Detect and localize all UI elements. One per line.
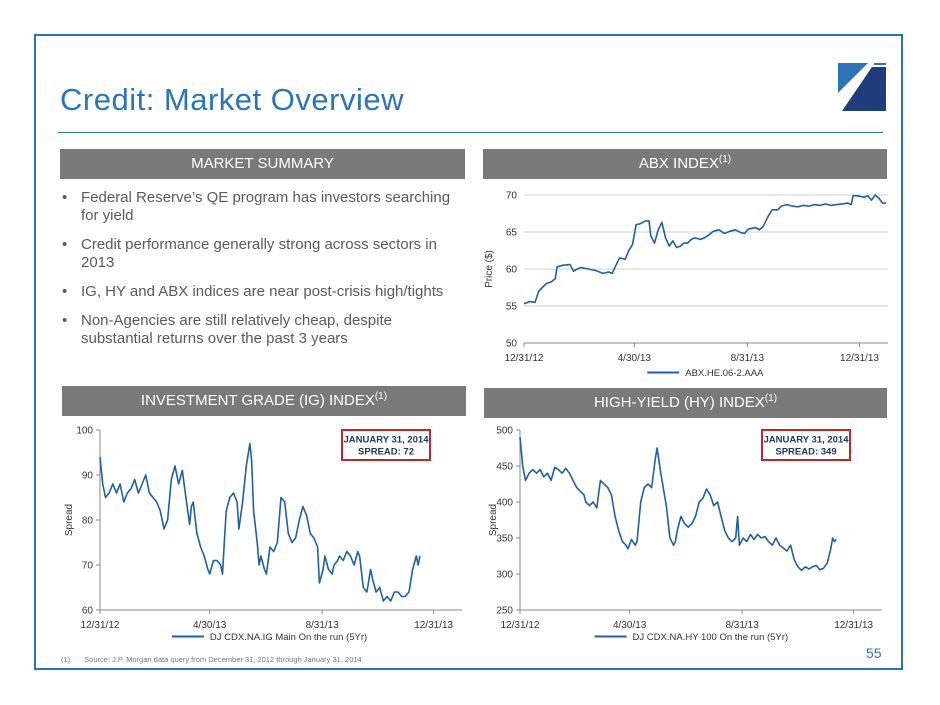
x-tick-label: 12/31/12	[505, 353, 544, 364]
x-tick-label: 12/31/12	[81, 620, 120, 631]
y-tick-label: 65	[506, 228, 518, 239]
bullet-dot-icon: •	[62, 312, 68, 329]
y-axis-label: Spread	[488, 504, 499, 536]
callout-spread: SPREAD: 72	[358, 447, 414, 458]
page-number: 55	[866, 645, 882, 661]
y-tick-label: 100	[76, 426, 93, 437]
y-tick-label: 50	[506, 339, 518, 350]
bullet-dot-icon: •	[62, 283, 68, 300]
footnote-text: Source: J.P. Morgan data query from Dece…	[84, 655, 362, 664]
footnote-marker: (1)	[61, 655, 71, 664]
y-tick-label: 90	[82, 471, 94, 482]
y-tick-label: 250	[496, 606, 513, 617]
x-tick-label: 8/31/13	[305, 620, 339, 631]
bullet-item: • Federal Reserve’s QE program has invest…	[62, 189, 467, 225]
bullet-dot-icon: •	[62, 236, 68, 253]
x-tick-label: 12/31/13	[840, 353, 879, 364]
x-tick-label: 4/30/13	[613, 620, 647, 631]
callout-box	[341, 429, 431, 461]
abx-header: ABX INDEX(1)	[483, 149, 887, 179]
y-tick-label: 70	[82, 561, 94, 572]
y-tick-label: 350	[496, 534, 513, 545]
hy-header: HIGH-YIELD (HY) INDEX(1)	[484, 388, 887, 418]
x-tick-label: 4/30/13	[193, 620, 227, 631]
bullet-dot-icon: •	[62, 189, 68, 206]
y-tick-label: 60	[82, 606, 94, 617]
bullet-text: Non-Agencies are still relatively cheap,…	[81, 312, 392, 347]
y-tick-label: 500	[496, 426, 513, 437]
x-tick-label: 4/30/13	[618, 353, 652, 364]
page-title: Credit: Market Overview	[60, 82, 404, 117]
x-tick-label: 12/31/12	[501, 620, 540, 631]
x-tick-label: 12/31/13	[414, 620, 453, 631]
y-tick-label: 55	[506, 302, 518, 313]
callout-date: JANUARY 31, 2014	[343, 435, 429, 446]
y-tick-label: 70	[506, 191, 518, 202]
y-tick-label: 300	[496, 570, 513, 581]
company-logo	[838, 63, 886, 111]
ig-header: INVESTMENT GRADE (IG) INDEX(1)	[62, 386, 466, 416]
market-summary-bullets: • Federal Reserve’s QE program has invest…	[62, 189, 467, 359]
callout-spread: SPREAD: 349	[775, 447, 836, 458]
x-tick-label: 8/31/13	[725, 620, 759, 631]
slide-frame	[34, 34, 903, 670]
legend-label: DJ CDX.NA.IG Main On the run (5Yr)	[210, 632, 367, 643]
y-tick-label: 450	[496, 462, 513, 473]
series-line	[523, 194, 887, 305]
title-rule	[58, 132, 883, 133]
bullet-text: Credit performance generally strong acro…	[81, 236, 437, 271]
x-tick-label: 8/31/13	[731, 353, 765, 364]
abx-header-footnote: (1)	[718, 154, 732, 165]
market-summary-header: MARKET SUMMARY	[60, 149, 465, 179]
bullet-text: Federal Reserve’s QE program has investo…	[81, 189, 451, 224]
bullet-item: • Non-Agencies are still relatively cheap…	[62, 312, 467, 348]
hy-chart: 250 300 350 400 450 500 12/31/12 4/30/13 8/31/13…	[488, 426, 882, 643]
bullet-item: • Credit performance generally strong acr…	[62, 236, 467, 272]
y-axis-label: Spread	[64, 504, 75, 536]
hy-header-label: HIGH-YIELD (HY) INDEX	[593, 394, 765, 411]
market-summary-label: MARKET SUMMARY	[191, 155, 334, 172]
callout-date: JANUARY 31, 2014	[763, 435, 849, 446]
ig-chart: 60 70 80 90 100 12/31/12 4/30/13 8/31/13 12/31/1…	[64, 426, 462, 643]
hy-header-footnote: (1)	[764, 393, 778, 404]
y-tick-label: 80	[82, 516, 94, 527]
bullet-item: • IG, HY and ABX indices are near post-cr…	[62, 283, 467, 301]
series-line	[99, 442, 421, 602]
ig-header-footnote: (1)	[374, 391, 388, 402]
y-tick-label: 60	[506, 265, 518, 276]
footnote: (1) Source: J.P. Morgan data query from D…	[61, 655, 362, 664]
y-axis-label: Price ($)	[484, 250, 495, 288]
series-line	[519, 437, 837, 572]
legend-label: DJ CDX.NA.HY 100 On the run (5Yr)	[633, 632, 789, 643]
abx-chart: 50 55 60 65 70 12/31/12 4/30/13 8/31/13 12/31/13…	[484, 191, 888, 379]
callout-box	[761, 429, 851, 461]
bullet-text: IG, HY and ABX indices are near post-cri…	[81, 283, 444, 300]
y-tick-label: 400	[496, 498, 513, 509]
x-tick-label: 12/31/13	[834, 620, 873, 631]
ig-header-label: INVESTMENT GRADE (IG) INDEX	[140, 392, 375, 409]
legend-label: ABX.HE.06-2.AAA	[685, 368, 764, 379]
abx-header-label: ABX INDEX	[638, 155, 719, 172]
